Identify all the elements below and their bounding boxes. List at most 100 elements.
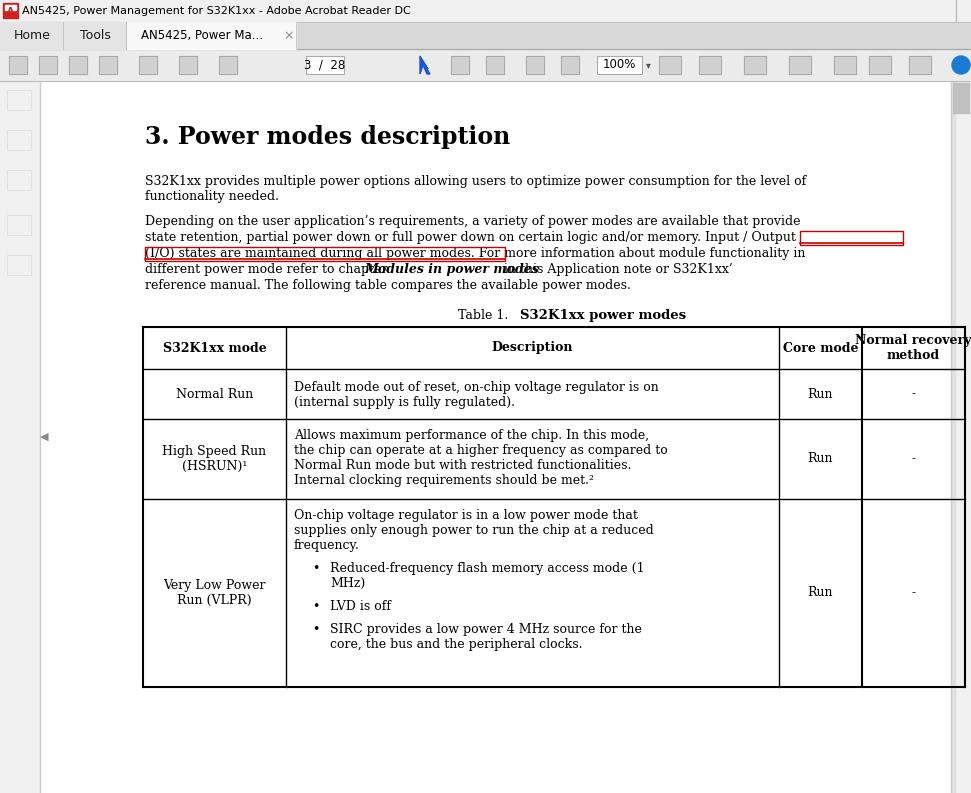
Text: frequency.: frequency.	[294, 539, 360, 552]
Bar	[0, 49, 971, 81]
Bar	[7, 90, 31, 110]
Text: Allows maximum performance of the chip. In this mode,: Allows maximum performance of the chip. …	[294, 429, 650, 442]
Bar	[3, 3, 18, 18]
Text: LVD is off: LVD is off	[330, 600, 391, 613]
Bar	[7, 215, 31, 235]
Bar	[834, 56, 856, 74]
Text: Normal recovery
method: Normal recovery method	[855, 334, 971, 362]
Text: in this Application note or S32K1xx’: in this Application note or S32K1xx’	[500, 263, 733, 276]
Bar	[0, 0, 971, 22]
Bar	[909, 56, 931, 74]
Bar	[0, 81, 40, 793]
Text: -: -	[912, 587, 916, 600]
Bar	[306, 56, 344, 74]
Bar	[699, 56, 721, 74]
Text: Reduced-frequency flash memory access mode (1: Reduced-frequency flash memory access mo…	[330, 562, 645, 575]
Bar	[126, 22, 296, 49]
Text: Normal Run mode but with restricted functionalities.: Normal Run mode but with restricted func…	[294, 459, 631, 472]
Text: (internal supply is fully regulated).: (internal supply is fully regulated).	[294, 396, 515, 409]
Text: MHz): MHz)	[330, 577, 365, 590]
Bar	[486, 56, 504, 74]
Bar	[953, 83, 969, 113]
Bar	[699, 56, 721, 74]
Text: Table 1.: Table 1.	[457, 309, 520, 322]
Bar	[9, 56, 27, 74]
Bar	[561, 56, 579, 74]
Text: Normal Run: Normal Run	[176, 388, 253, 400]
Bar	[40, 81, 951, 793]
Text: 3  /  28: 3 / 28	[304, 59, 346, 71]
Text: S32K1xx power modes: S32K1xx power modes	[520, 309, 686, 322]
Text: AN5425, Power Management for S32K1xx - Adobe Acrobat Reader DC: AN5425, Power Management for S32K1xx - A…	[22, 6, 411, 16]
Bar	[179, 56, 197, 74]
Text: Depending on the user application’s requirements, a variety of power modes are a: Depending on the user application’s requ…	[145, 215, 800, 228]
Bar	[834, 56, 856, 74]
Circle shape	[952, 56, 970, 74]
Text: -: -	[912, 388, 916, 400]
Bar	[451, 56, 469, 74]
Text: reference manual. The following table compares the available power modes.: reference manual. The following table co…	[145, 279, 631, 292]
Bar	[869, 56, 891, 74]
Bar	[744, 56, 766, 74]
Text: 100%: 100%	[602, 59, 636, 71]
Bar	[5, 5, 16, 10]
Text: SIRC provides a low power 4 MHz source for the: SIRC provides a low power 4 MHz source f…	[330, 623, 642, 636]
Bar	[179, 56, 197, 74]
Bar	[63, 22, 126, 49]
Text: A: A	[7, 6, 14, 16]
Bar	[7, 130, 31, 150]
Bar	[951, 81, 971, 793]
Text: S32K1xx mode: S32K1xx mode	[162, 342, 266, 354]
Text: Run: Run	[808, 453, 833, 465]
Text: •: •	[313, 562, 319, 575]
Bar	[9, 56, 27, 74]
Bar	[0, 22, 63, 49]
Bar	[99, 56, 117, 74]
Text: 3. Power modes description: 3. Power modes description	[145, 125, 510, 149]
Bar	[451, 56, 469, 74]
Bar	[789, 56, 811, 74]
Text: ▾: ▾	[646, 60, 651, 70]
Bar	[139, 56, 157, 74]
Text: state retention, partial power down or full power down on certain logic and/or m: state retention, partial power down or f…	[145, 231, 796, 244]
Text: S32K1xx provides multiple power options allowing users to optimize power consump: S32K1xx provides multiple power options …	[145, 175, 806, 188]
Bar	[909, 56, 931, 74]
Text: supplies only enough power to run the chip at a reduced: supplies only enough power to run the ch…	[294, 524, 653, 537]
Bar	[0, 22, 971, 49]
Text: Internal clocking requirements should be met.²: Internal clocking requirements should be…	[294, 474, 594, 487]
Polygon shape	[420, 56, 430, 74]
Text: different power mode refer to chapter: different power mode refer to chapter	[145, 263, 391, 276]
Bar	[145, 247, 505, 261]
Text: ◀: ◀	[40, 432, 49, 442]
Bar	[99, 56, 117, 74]
Text: Home: Home	[14, 29, 50, 42]
Text: ×: ×	[284, 29, 294, 42]
Bar	[597, 56, 642, 74]
Bar	[526, 56, 544, 74]
Bar	[561, 56, 579, 74]
Text: Very Low Power
Run (VLPR): Very Low Power Run (VLPR)	[163, 579, 266, 607]
Bar	[659, 56, 681, 74]
Text: Tools: Tools	[80, 29, 111, 42]
Bar	[69, 56, 87, 74]
Bar	[744, 56, 766, 74]
Bar	[789, 56, 811, 74]
Bar	[306, 56, 344, 74]
Bar	[659, 56, 681, 74]
Bar	[219, 56, 237, 74]
Text: core, the bus and the peripheral clocks.: core, the bus and the peripheral clocks.	[330, 638, 583, 651]
Bar	[7, 255, 31, 275]
Bar	[69, 56, 87, 74]
Bar	[39, 56, 57, 74]
Bar	[597, 56, 642, 74]
Bar	[486, 56, 504, 74]
Text: -: -	[912, 453, 916, 465]
Text: functionality needed.: functionality needed.	[145, 190, 279, 203]
Text: Default mode out of reset, on-chip voltage regulator is on: Default mode out of reset, on-chip volta…	[294, 381, 658, 394]
Text: Run: Run	[808, 587, 833, 600]
Text: •: •	[313, 600, 319, 613]
Bar	[869, 56, 891, 74]
Bar	[39, 56, 57, 74]
Text: AN5425, Power Ma...: AN5425, Power Ma...	[141, 29, 263, 42]
Text: •: •	[313, 623, 319, 636]
